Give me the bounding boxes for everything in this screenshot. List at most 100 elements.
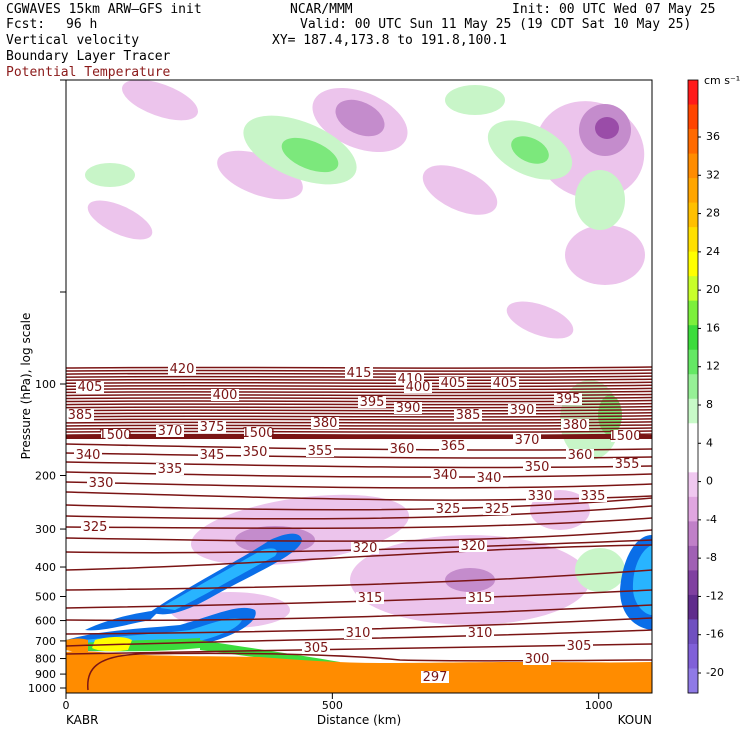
contour-label-bg bbox=[565, 640, 593, 652]
contour-label: 350 bbox=[243, 445, 268, 460]
contour-label-bg bbox=[344, 627, 372, 639]
contour-label: 380 bbox=[563, 418, 588, 433]
contour-label: 405 bbox=[78, 380, 103, 395]
contour-label-bg bbox=[345, 367, 373, 379]
colorbar-swatch bbox=[688, 594, 698, 620]
contour-label-bg bbox=[579, 490, 607, 502]
x-tick-label: 1000 bbox=[585, 699, 613, 712]
y-tick-label: 100 bbox=[35, 378, 56, 391]
model-title: CGWAVES 15km ARW—GFS init bbox=[6, 2, 202, 17]
contour-label-bg bbox=[431, 469, 459, 481]
theta-contour bbox=[66, 517, 652, 530]
contour-label-bg bbox=[358, 396, 386, 408]
contour-label-bg bbox=[74, 449, 102, 461]
y-tick-label: 600 bbox=[35, 615, 56, 628]
contour-label-bg bbox=[508, 404, 536, 416]
contour-label: 297 bbox=[423, 670, 448, 685]
contour-label-bg bbox=[388, 443, 416, 455]
contour-label: 350 bbox=[525, 460, 550, 475]
theta-contour bbox=[66, 408, 652, 412]
theta-contour bbox=[66, 384, 652, 388]
colorbar-swatch bbox=[688, 423, 698, 449]
colorbar-swatch bbox=[688, 178, 698, 204]
contour-label-bg bbox=[101, 429, 129, 441]
contour-label: 375 bbox=[200, 420, 225, 435]
y-tick-label: 200 bbox=[35, 470, 56, 483]
y-tick-label: 400 bbox=[35, 561, 56, 574]
contour-label-bg bbox=[156, 425, 184, 437]
contour-label: 320 bbox=[353, 541, 378, 556]
theta-contour bbox=[66, 412, 652, 415]
colorbar-swatch bbox=[688, 570, 698, 596]
colorbar-swatch bbox=[688, 521, 698, 547]
contour-label: 370 bbox=[158, 424, 183, 439]
colorbar-label: 32 bbox=[706, 168, 720, 181]
contour-label-bg bbox=[87, 477, 115, 489]
contour-label-bg bbox=[421, 671, 449, 683]
contour-label: 1500 bbox=[608, 429, 641, 444]
colorbar-swatch bbox=[688, 374, 698, 400]
contour-label-bg bbox=[168, 363, 196, 375]
contour-label: 1500 bbox=[98, 428, 131, 443]
colorbar-swatch bbox=[688, 619, 698, 645]
contour-label: 300 bbox=[525, 652, 550, 667]
colorbar-frame bbox=[687, 79, 699, 694]
colorbar-label: -12 bbox=[706, 589, 724, 602]
contour-label: 315 bbox=[468, 591, 493, 606]
contour-label-bg bbox=[466, 627, 494, 639]
contour-label-bg bbox=[561, 419, 589, 431]
contour-label-bg bbox=[404, 381, 432, 393]
contour-label-bg bbox=[66, 409, 94, 421]
contour-label-bg bbox=[434, 503, 462, 515]
contour-label: 340 bbox=[477, 471, 502, 486]
field-boundary-layer-tracer: Boundary Layer Tracer bbox=[6, 49, 171, 64]
colorbar-label: 20 bbox=[706, 283, 720, 296]
contour-label-bg bbox=[439, 440, 467, 452]
colorbar-swatch bbox=[688, 153, 698, 179]
fcst-label: Fcst: bbox=[6, 17, 46, 32]
contour-label-bg bbox=[211, 389, 239, 401]
theta-contour bbox=[66, 544, 652, 571]
contour-label: 345 bbox=[200, 448, 225, 463]
init-time: Init: 00 UTC Wed 07 May 25 bbox=[512, 2, 716, 17]
contour-label-bg bbox=[394, 402, 422, 414]
colorbar: 36 32 28 24 20 16 12 8 4 0 -4 -8 -12 -16 -20 bbox=[687, 79, 724, 694]
contour-label: 390 bbox=[510, 403, 535, 418]
contour-label: 330 bbox=[528, 489, 553, 504]
contour-label-bg bbox=[302, 642, 330, 654]
colorbar-label: -16 bbox=[706, 628, 724, 641]
colorbar-swatch bbox=[688, 349, 698, 375]
contour-label-bg bbox=[244, 427, 272, 439]
contour-label-bg bbox=[198, 449, 226, 461]
contour-label: 305 bbox=[304, 641, 329, 656]
theta-contour bbox=[66, 481, 652, 489]
contour-label-bg bbox=[156, 463, 184, 475]
contour-label-bg bbox=[523, 653, 551, 665]
y-tick-label: 800 bbox=[35, 653, 56, 666]
contour-label-bg bbox=[566, 449, 594, 461]
contour-label: 340 bbox=[433, 468, 458, 483]
contour-label: 385 bbox=[68, 408, 93, 423]
terrain-fill bbox=[66, 651, 652, 693]
colorbar-label: 36 bbox=[706, 130, 720, 143]
theta-contour bbox=[66, 433, 652, 437]
x-endpoint-east: KOUN bbox=[618, 713, 652, 727]
theta-contour bbox=[66, 529, 652, 542]
contour-label-bg bbox=[351, 542, 379, 554]
colorbar-label: 8 bbox=[706, 398, 713, 411]
contour-label: 360 bbox=[390, 442, 415, 457]
theta-contour bbox=[66, 471, 652, 478]
x-tick-label: 0 bbox=[63, 699, 70, 712]
theta-contour bbox=[66, 390, 652, 394]
descent-strong-shading bbox=[595, 117, 619, 139]
contour-label-bg bbox=[311, 417, 339, 429]
x-tick-label: 500 bbox=[322, 699, 343, 712]
colorbar-swatch bbox=[688, 496, 698, 522]
colorbar-swatch bbox=[688, 276, 698, 302]
colorbar-swatch bbox=[688, 202, 698, 228]
colorbar-label: 16 bbox=[706, 321, 720, 334]
contour-label-bg bbox=[306, 445, 334, 457]
theta-contour bbox=[66, 569, 652, 591]
theta-contour bbox=[66, 387, 652, 391]
